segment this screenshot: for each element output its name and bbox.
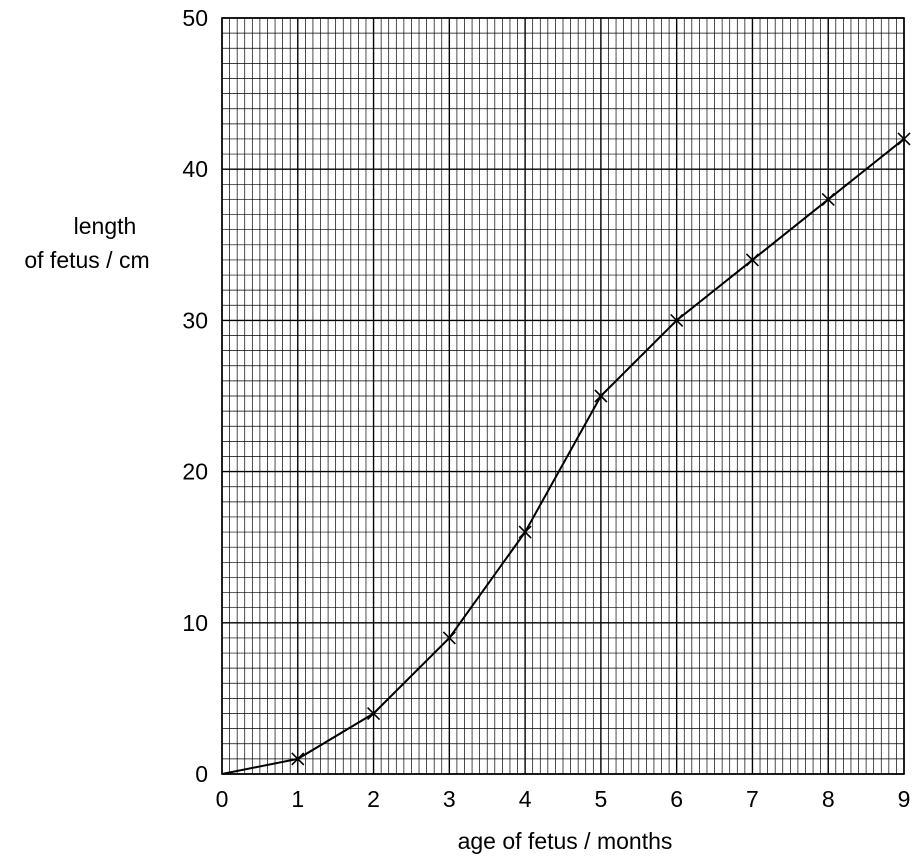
y-axis-title-line1: length <box>74 213 137 239</box>
data-point-marker <box>670 313 684 327</box>
x-tick-label: 3 <box>443 786 456 812</box>
x-tick-label: 4 <box>519 786 532 812</box>
marker-stroke <box>291 752 305 766</box>
marker-stroke <box>366 706 381 721</box>
data-series <box>221 132 911 775</box>
data-point-marker <box>518 525 532 539</box>
x-tick-label: 0 <box>216 786 229 812</box>
data-point-marker <box>442 631 456 645</box>
plot-grid <box>221 17 905 775</box>
y-tick-label: 40 <box>182 156 208 182</box>
y-tick-labels: 0 10 20 30 40 50 <box>182 5 208 787</box>
marker-stroke <box>821 192 835 207</box>
marker-stroke <box>518 525 532 539</box>
x-tick-label: 1 <box>291 786 304 812</box>
x-tick-label: 6 <box>670 786 683 812</box>
data-point-marker <box>366 706 381 721</box>
marker-stroke <box>442 631 456 645</box>
y-tick-label: 50 <box>182 5 208 31</box>
data-point-marker <box>594 389 608 403</box>
data-point-marker <box>897 132 911 146</box>
y-axis-title-line2: of fetus / cm <box>24 247 149 273</box>
y-tick-label: 10 <box>182 610 208 636</box>
x-tick-label: 8 <box>822 786 835 812</box>
data-point-marker <box>821 192 835 207</box>
marker-stroke <box>594 389 608 403</box>
x-tick-label: 5 <box>594 786 607 812</box>
marker-stroke <box>745 253 760 267</box>
data-point-marker <box>291 752 305 766</box>
y-tick-label: 30 <box>182 307 208 333</box>
series-line <box>221 138 905 775</box>
y-tick-label: 0 <box>195 761 208 787</box>
data-point-marker <box>745 253 760 267</box>
plot-frame <box>221 17 905 775</box>
x-tick-label: 9 <box>898 786 911 812</box>
marker-stroke <box>897 132 911 146</box>
marker-stroke <box>670 313 684 327</box>
x-tick-label: 7 <box>746 786 759 812</box>
y-tick-label: 20 <box>182 459 208 485</box>
x-tick-labels: 0 1 2 3 4 5 6 7 8 9 <box>216 786 911 812</box>
x-tick-label: 2 <box>367 786 380 812</box>
x-axis-title: age of fetus / months <box>458 828 673 854</box>
